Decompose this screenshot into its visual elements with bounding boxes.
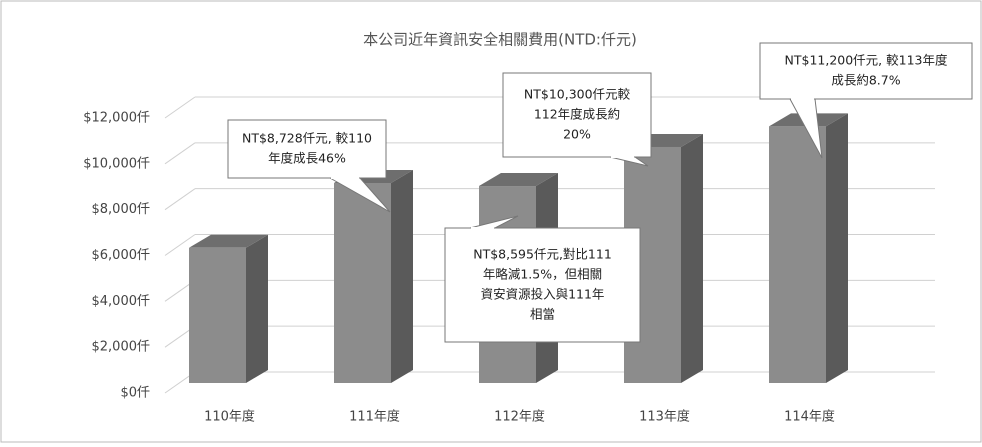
- callout-box: [444, 227, 641, 343]
- bar: [769, 126, 826, 383]
- callout-box: [502, 72, 652, 158]
- grid-line: [164, 96, 196, 119]
- callout-text: 20%: [563, 127, 591, 142]
- y-tick-label: $10,000仟: [83, 156, 150, 171]
- bar: [334, 182, 391, 383]
- callout-text: 資安資源投入與111年: [481, 287, 605, 302]
- y-tick-label: $8,000仟: [92, 202, 151, 217]
- callout-text: NT$8,728仟元, 較110: [242, 131, 372, 146]
- callout-text: NT$8,595仟元,對比111: [473, 247, 612, 262]
- callout-text: 相當: [530, 307, 555, 322]
- y-tick-label: $12,000仟: [83, 111, 150, 126]
- bar-top: [189, 234, 268, 248]
- callout-text: 年度成長46%: [268, 151, 346, 166]
- grid-line: [164, 234, 196, 256]
- callout-box: [227, 119, 387, 179]
- y-tick-label: $6,000仟: [92, 248, 151, 263]
- x-tick-label: 110年度: [204, 409, 255, 425]
- bar: [189, 247, 246, 383]
- x-tick-label: 113年度: [639, 409, 690, 425]
- x-tick-label: 112年度: [494, 409, 545, 425]
- bar-side: [681, 133, 703, 383]
- callout-text: 112年度成長約: [534, 107, 620, 122]
- bar-side: [826, 113, 848, 383]
- callout-text: 年略減1.5%，但相關: [483, 267, 602, 282]
- callout-box: [759, 42, 973, 100]
- grid-line: [164, 142, 196, 165]
- bar-side: [246, 234, 268, 383]
- grid-line: [164, 188, 196, 211]
- callout-text: 成長約8.7%: [831, 73, 900, 88]
- x-tick-label: 114年度: [784, 409, 835, 425]
- y-tick-label: $4,000仟: [92, 294, 151, 309]
- callout-text: NT$11,200仟元, 較113年度: [785, 53, 948, 68]
- x-tick-label: 111年度: [349, 409, 400, 425]
- chart-title: 本公司近年資訊安全相關費用(NTD:仟元): [363, 31, 637, 49]
- y-tick-label: $2,000仟: [92, 340, 151, 355]
- bar-side: [391, 169, 413, 383]
- callout-text: NT$10,300仟元較: [524, 87, 631, 102]
- bar-top: [479, 173, 558, 187]
- y-tick-label: $0仟: [120, 386, 150, 401]
